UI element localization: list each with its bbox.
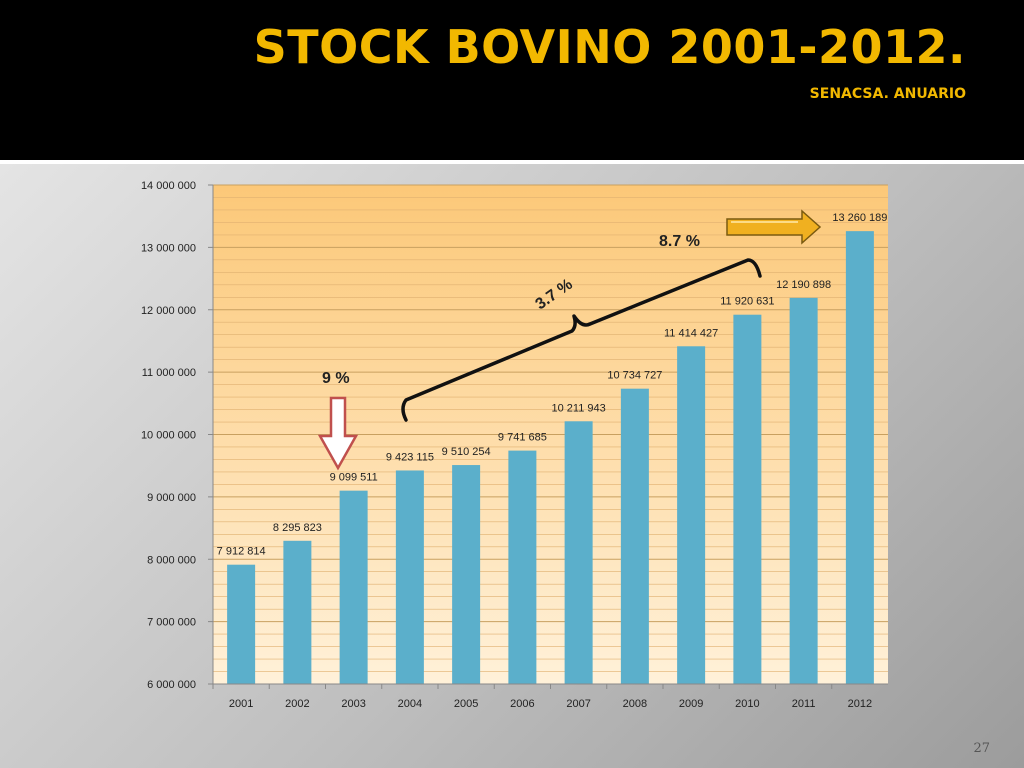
bar-2005 bbox=[452, 465, 481, 684]
bar-2010 bbox=[733, 314, 762, 684]
y-tick-label: 6 000 000 bbox=[147, 679, 196, 691]
bar-2004 bbox=[395, 470, 424, 684]
slide-title: STOCK BOVINO 2001-2012. bbox=[253, 20, 966, 74]
slide-header: STOCK BOVINO 2001-2012. SENACSA. ANUARIO bbox=[0, 0, 1024, 160]
bar-2006 bbox=[508, 450, 537, 684]
x-tick-label-2005: 2005 bbox=[454, 698, 478, 710]
annotation-brace bbox=[401, 258, 762, 422]
data-label-2001: 7 912 814 bbox=[217, 546, 266, 558]
bar-2003 bbox=[339, 490, 368, 684]
y-tick-label: 10 000 000 bbox=[141, 430, 196, 442]
data-label-2012: 13 260 189 bbox=[832, 212, 887, 224]
data-label-2007: 10 211 943 bbox=[552, 402, 606, 414]
data-label-2002: 8 295 823 bbox=[273, 522, 322, 534]
x-tick-label-2010: 2010 bbox=[735, 698, 759, 710]
x-tick-label-2002: 2002 bbox=[285, 698, 309, 710]
bar-2012 bbox=[845, 231, 874, 684]
slide-subtitle: SENACSA. ANUARIO bbox=[809, 86, 966, 102]
x-tick-label-2012: 2012 bbox=[848, 698, 872, 710]
y-tick-label: 8 000 000 bbox=[147, 554, 196, 566]
x-tick-label-2011: 2011 bbox=[792, 698, 816, 710]
bar-2007 bbox=[564, 421, 593, 684]
x-tick-label-2003: 2003 bbox=[341, 698, 365, 710]
bar-chart: 6 000 000 7 000 000 8 000 000 9 000 000 10 0… bbox=[141, 180, 888, 710]
bar-2009 bbox=[677, 346, 706, 684]
data-label-2004: 9 423 115 bbox=[386, 451, 434, 463]
y-tick-label: 11 000 000 bbox=[142, 367, 196, 379]
x-tick-label-2001: 2001 bbox=[229, 698, 253, 710]
y-tick-label: 9 000 000 bbox=[147, 492, 196, 504]
bars: 7 912 814 8 295 823 9 099 511 9 423 115 9 51… bbox=[217, 212, 887, 684]
page-number: 27 bbox=[973, 741, 990, 756]
x-tick-label-2006: 2006 bbox=[510, 698, 534, 710]
x-tick-label-2004: 2004 bbox=[398, 698, 422, 710]
x-tick-label-2007: 2007 bbox=[566, 698, 590, 710]
gridlines bbox=[213, 184, 888, 685]
data-label-2005: 9 510 254 bbox=[442, 446, 491, 458]
slide-body: 6 000 000 7 000 000 8 000 000 9 000 000 10 0… bbox=[0, 164, 1024, 768]
x-tick-label-2009: 2009 bbox=[679, 698, 703, 710]
bar-2011 bbox=[789, 297, 818, 684]
header-divider bbox=[0, 160, 1024, 164]
y-axis: 6 000 000 7 000 000 8 000 000 9 000 000 10 0… bbox=[141, 180, 214, 691]
y-tick-label: 7 000 000 bbox=[147, 617, 196, 629]
data-label-2010: 11 920 631 bbox=[720, 296, 774, 308]
bar-2002 bbox=[283, 540, 312, 684]
bar-2008 bbox=[620, 388, 649, 684]
annotation-8-7-percent: 8.7 % bbox=[659, 233, 700, 250]
data-label-2008: 10 734 727 bbox=[607, 370, 662, 382]
annotation-9-percent: 9 % bbox=[322, 370, 350, 387]
y-tick-label: 12 000 000 bbox=[141, 305, 196, 317]
data-label-2006: 9 741 685 bbox=[498, 432, 547, 444]
x-axis: 2001 2002 2003 2004 2005 2006 2007 2008 2009 2010… bbox=[212, 683, 888, 710]
data-label-2011: 12 190 898 bbox=[776, 279, 831, 291]
y-tick-label: 13 000 000 bbox=[141, 242, 196, 254]
data-label-2009: 11 414 427 bbox=[664, 327, 718, 339]
right-arrow-icon bbox=[726, 209, 822, 245]
y-tick-label: 14 000 000 bbox=[141, 180, 196, 192]
data-label-2003: 9 099 511 bbox=[330, 472, 378, 484]
x-tick-label-2008: 2008 bbox=[623, 698, 647, 710]
down-arrow-icon bbox=[317, 396, 359, 471]
bar-2001 bbox=[227, 564, 256, 684]
